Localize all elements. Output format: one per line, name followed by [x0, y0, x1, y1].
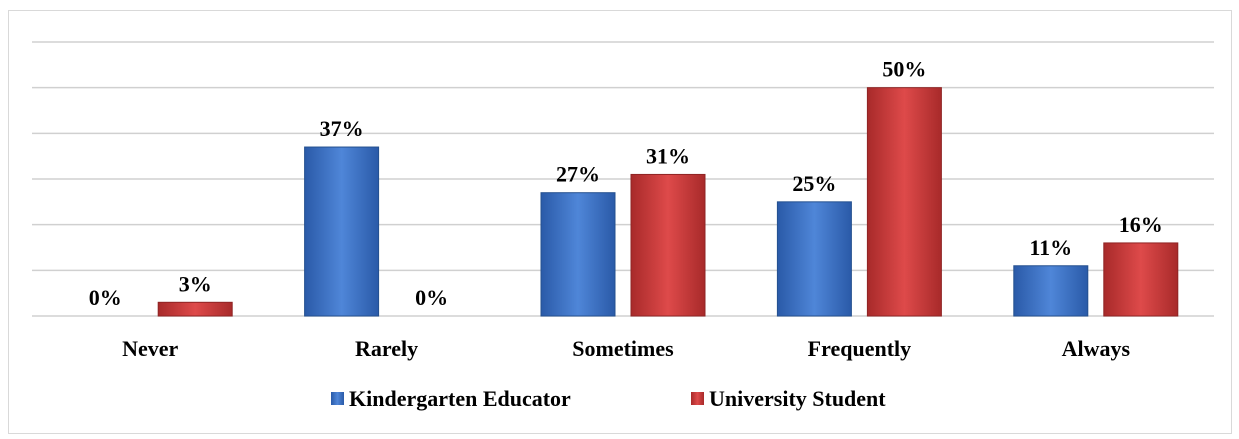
data-label: 37%: [320, 116, 364, 141]
legend-swatch-university-student: [691, 392, 704, 405]
legend: Kindergarten Educator University Student: [331, 386, 886, 411]
bar-kindergarten-educator-always: [1013, 265, 1089, 317]
legend-swatch-kindergarten-educator: [331, 392, 344, 405]
category-label: Always: [1062, 336, 1131, 361]
category-label: Frequently: [808, 336, 911, 361]
category-label: Sometimes: [572, 336, 674, 361]
data-label: 16%: [1119, 212, 1163, 237]
data-label: 50%: [882, 57, 926, 82]
bar-kindergarten-educator-frequently: [776, 201, 852, 317]
bar-kindergarten-educator-sometimes: [540, 192, 616, 317]
data-label: 31%: [646, 143, 690, 168]
bar-university-student-frequently: [866, 87, 942, 317]
data-label: 0%: [89, 285, 122, 310]
data-label: 27%: [556, 162, 600, 187]
legend-label: Kindergarten Educator: [349, 386, 571, 411]
legend-label: University Student: [709, 386, 886, 411]
bar-kindergarten-educator-rarely: [304, 146, 380, 317]
bars: [157, 87, 1179, 317]
category-label: Never: [122, 336, 178, 361]
bar-university-student-always: [1103, 242, 1179, 317]
bar-university-student-never: [157, 301, 233, 317]
category-labels: Never Rarely Sometimes Frequently Always: [122, 336, 1130, 361]
gridlines: [32, 41, 1214, 317]
data-label: 3%: [179, 271, 212, 296]
bar-university-student-sometimes: [630, 173, 706, 317]
data-label: 0%: [415, 285, 448, 310]
data-label: 25%: [792, 171, 836, 196]
category-label: Rarely: [355, 336, 418, 361]
data-label: 11%: [1029, 235, 1072, 260]
data-labels: 0% 3% 37% 0% 27% 31% 25% 50% 11% 16%: [89, 57, 1163, 310]
bar-chart: 0% 3% 37% 0% 27% 31% 25% 50% 11% 16% Never Rarely S…: [32, 41, 1214, 411]
chart-frame: 0% 3% 37% 0% 27% 31% 25% 50% 11% 16% Never Rarely S…: [8, 10, 1232, 434]
